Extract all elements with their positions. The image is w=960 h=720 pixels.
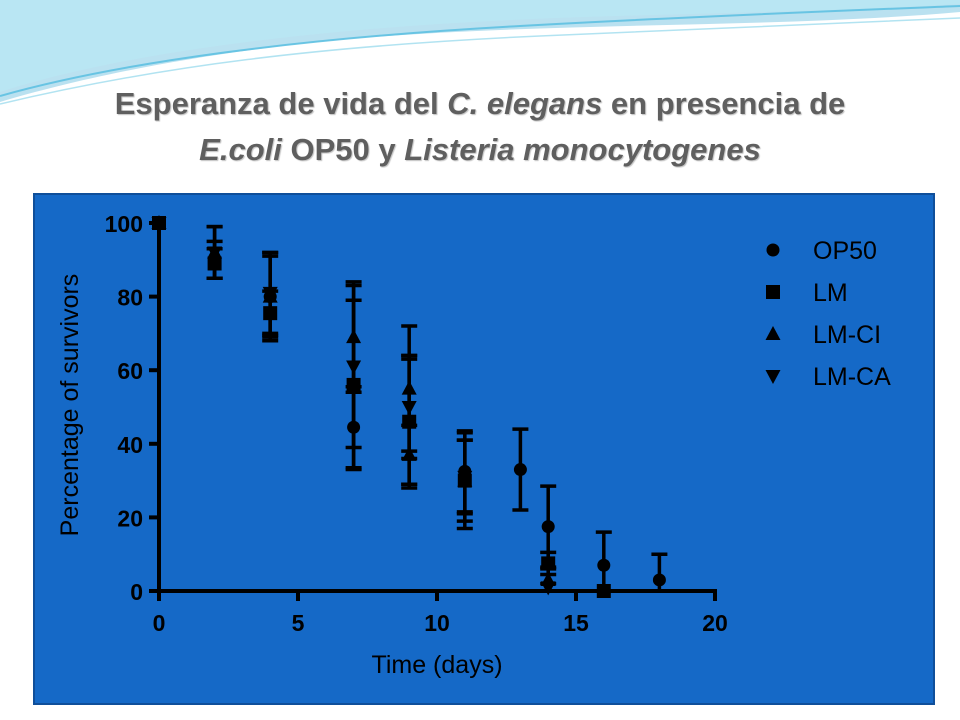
slide-title-line-1: Esperanza de vida del C. elegans en pres…	[40, 86, 920, 122]
x-tick-label: 10	[424, 610, 450, 636]
y-tick-label: 0	[130, 579, 143, 605]
survival-chart: 0 20 40 60 80 100 0 5 10 15 20 OP50 LM LM-CI LM-CA Ti…	[56, 211, 891, 679]
data-point	[540, 581, 556, 596]
y-tick-label: 100	[105, 211, 143, 237]
legend-marker	[766, 243, 780, 257]
title-run: E.coli	[199, 132, 282, 167]
title-run: Listeria monocytogenes	[404, 132, 761, 167]
series-lm	[152, 216, 611, 598]
title-run: en presencia de	[602, 86, 846, 121]
slide-title-line-2: E.coli OP50 y Listeria monocytogenes	[40, 132, 920, 168]
legend-marker	[765, 370, 781, 384]
chart-panel: 0 20 40 60 80 100 0 5 10 15 20 OP50 LM LM-CI LM-CA Ti…	[33, 193, 935, 705]
series-lm-ca	[151, 217, 557, 596]
data-point	[457, 470, 473, 485]
top-wave-stripe	[0, 5, 960, 97]
data-point	[541, 556, 556, 571]
data-point	[401, 401, 417, 415]
data-point	[597, 558, 611, 572]
title-run: OP50 y	[281, 132, 405, 167]
data-point	[346, 360, 362, 375]
x-tick-label: 0	[153, 610, 166, 636]
axes: 0 20 40 60 80 100 0 5 10 15 20	[105, 211, 728, 636]
title-run: Esperanza de vida del	[114, 86, 448, 121]
y-tick-label: 20	[117, 505, 143, 531]
data-point	[262, 286, 278, 301]
chart-legend: OP50 LM LM-CI LM-CA	[765, 237, 891, 391]
top-wave-stripe-2	[0, 17, 960, 105]
x-tick-label: 15	[563, 610, 589, 636]
legend-label: LM-CA	[813, 363, 891, 391]
x-tick-label: 20	[702, 610, 728, 636]
top-wave-light	[0, 0, 960, 92]
data-point	[513, 463, 527, 477]
legend-label: LM	[813, 279, 848, 307]
y-tick-label: 80	[117, 285, 143, 311]
chart-marks	[151, 215, 668, 598]
data-point	[541, 520, 555, 534]
data-point	[596, 584, 611, 598]
x-tick-label: 5	[292, 610, 305, 636]
legend-marker	[766, 285, 780, 299]
y-axis-label: Percentage of survivors	[56, 274, 84, 537]
x-axis-label: Time (days)	[371, 651, 502, 679]
legend-label: OP50	[813, 237, 877, 265]
y-tick-label: 40	[117, 432, 143, 458]
data-point	[652, 573, 666, 587]
y-tick-label: 60	[117, 358, 143, 384]
legend-label: LM-CI	[813, 321, 881, 349]
data-point	[151, 217, 167, 231]
title-run: C. elegans	[447, 86, 603, 121]
legend-marker	[765, 326, 781, 340]
data-point	[207, 246, 223, 261]
